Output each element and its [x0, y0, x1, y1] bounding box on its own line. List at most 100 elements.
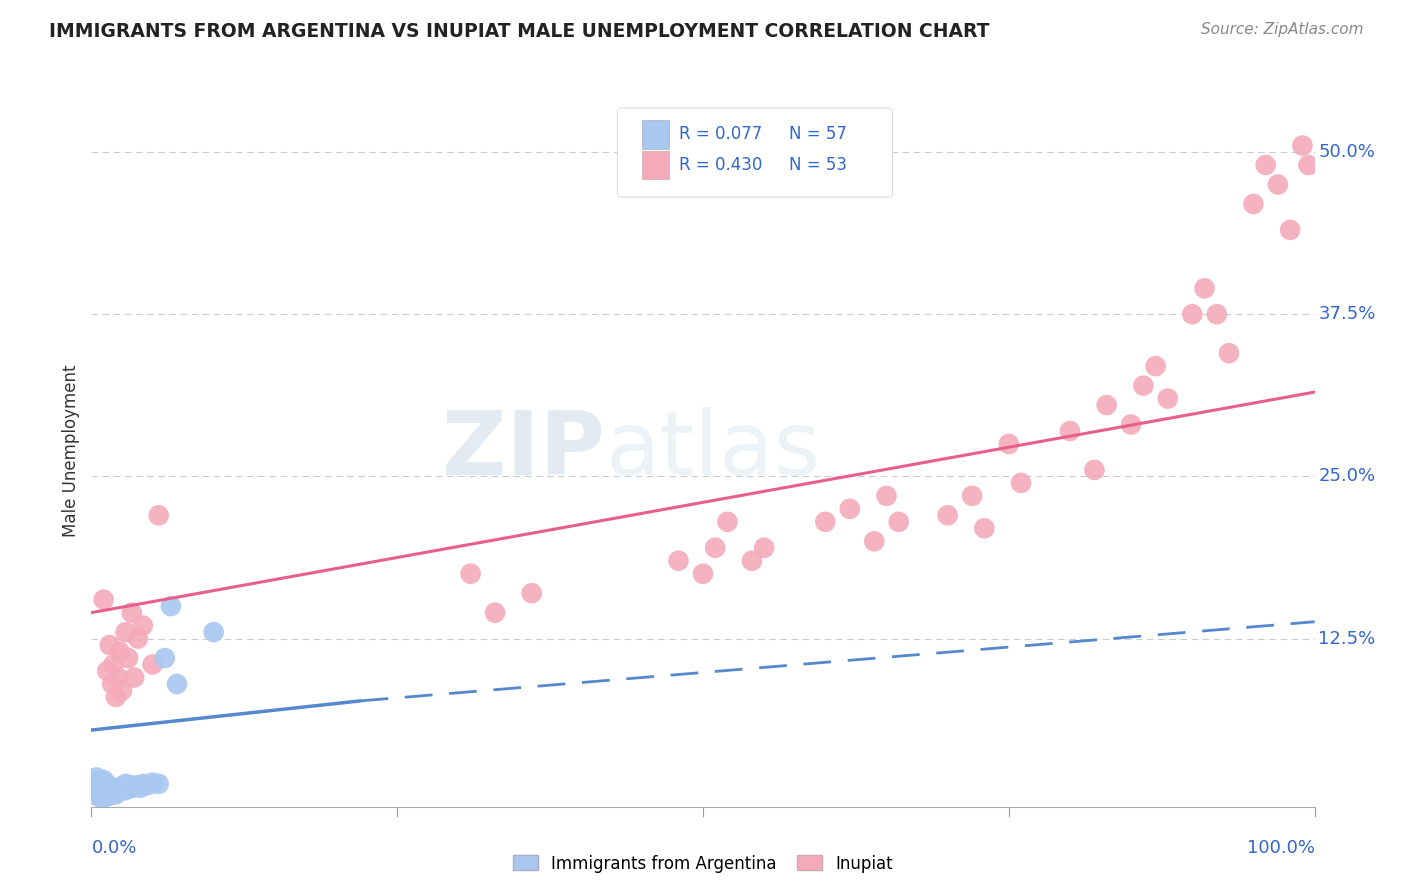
Point [1121, 417, 1143, 432]
Point [103, 657, 125, 672]
Point [87, 783, 110, 797]
Text: R = 0.077: R = 0.077 [679, 126, 762, 144]
Point [132, 618, 155, 632]
Point [94, 787, 117, 801]
Text: R = 0.430: R = 0.430 [679, 156, 762, 174]
Point [117, 782, 139, 797]
Point [86, 787, 108, 801]
Point [84, 771, 107, 785]
Point [98, 789, 121, 803]
Point [1218, 346, 1240, 360]
Point [94, 780, 117, 795]
Point [89, 787, 111, 801]
Point [122, 671, 145, 685]
Point [90, 778, 112, 792]
Point [103, 783, 125, 797]
Y-axis label: Male Unemployment: Male Unemployment [62, 364, 80, 537]
FancyBboxPatch shape [643, 120, 669, 149]
Point [875, 489, 898, 503]
Legend: Immigrants from Argentina, Inupiat: Immigrants from Argentina, Inupiat [506, 848, 900, 880]
Point [1291, 138, 1313, 153]
Point [1059, 424, 1081, 438]
Point [692, 566, 714, 581]
Point [202, 625, 225, 640]
Text: 50.0%: 50.0% [1319, 143, 1375, 161]
Point [84, 787, 107, 801]
Point [98, 638, 121, 652]
Point [998, 437, 1021, 451]
Point [814, 515, 837, 529]
Text: ZIP: ZIP [443, 407, 605, 494]
Point [105, 785, 128, 799]
Point [460, 566, 482, 581]
Point [104, 690, 127, 704]
Point [1157, 392, 1180, 406]
Point [111, 780, 134, 794]
Point [1095, 398, 1118, 412]
Point [1132, 378, 1154, 392]
Point [87, 789, 110, 804]
Point [91, 789, 114, 803]
Point [86, 774, 108, 789]
Point [107, 782, 129, 797]
Point [1181, 307, 1204, 321]
Text: 100.0%: 100.0% [1247, 839, 1315, 857]
Point [121, 606, 143, 620]
Point [1194, 281, 1216, 295]
Point [104, 786, 127, 800]
Point [104, 787, 127, 801]
Point [94, 783, 117, 797]
Text: N = 57: N = 57 [789, 126, 846, 144]
Point [132, 777, 155, 791]
Point [166, 677, 188, 691]
Point [741, 554, 763, 568]
Point [1243, 197, 1265, 211]
Point [93, 780, 115, 794]
Point [111, 683, 134, 698]
Text: 0.0%: 0.0% [91, 839, 136, 857]
Point [93, 592, 115, 607]
Text: N = 53: N = 53 [789, 156, 846, 174]
Text: 12.5%: 12.5% [1319, 630, 1375, 648]
Point [107, 671, 129, 685]
Point [114, 777, 136, 791]
Point [1279, 223, 1302, 237]
Point [160, 599, 183, 614]
Point [863, 534, 886, 549]
Point [108, 783, 131, 797]
Point [108, 644, 131, 658]
Text: IMMIGRANTS FROM ARGENTINA VS INUPIAT MALE UNEMPLOYMENT CORRELATION CHART: IMMIGRANTS FROM ARGENTINA VS INUPIAT MAL… [49, 22, 990, 41]
Point [97, 778, 120, 792]
Point [96, 780, 118, 795]
Point [94, 789, 117, 804]
Point [93, 785, 115, 799]
Point [141, 657, 163, 672]
Point [668, 554, 690, 568]
Point [704, 541, 727, 555]
Point [1254, 158, 1277, 172]
Point [1205, 307, 1227, 321]
Point [129, 780, 152, 795]
Point [101, 677, 124, 691]
Point [127, 632, 149, 646]
Text: atlas: atlas [605, 407, 820, 494]
Point [127, 778, 149, 792]
Point [1144, 359, 1167, 373]
Text: 37.5%: 37.5% [1319, 305, 1375, 323]
Point [91, 783, 114, 797]
Point [86, 780, 108, 795]
Point [1010, 475, 1032, 490]
Point [124, 780, 146, 794]
Point [136, 778, 159, 792]
Point [122, 780, 145, 795]
Point [960, 489, 983, 503]
Point [1267, 178, 1289, 192]
Point [1298, 158, 1320, 172]
Point [1083, 463, 1105, 477]
Text: Source: ZipAtlas.com: Source: ZipAtlas.com [1201, 22, 1364, 37]
Point [117, 651, 139, 665]
Point [148, 777, 170, 791]
Point [90, 785, 112, 799]
Point [973, 521, 995, 535]
Point [101, 785, 124, 799]
